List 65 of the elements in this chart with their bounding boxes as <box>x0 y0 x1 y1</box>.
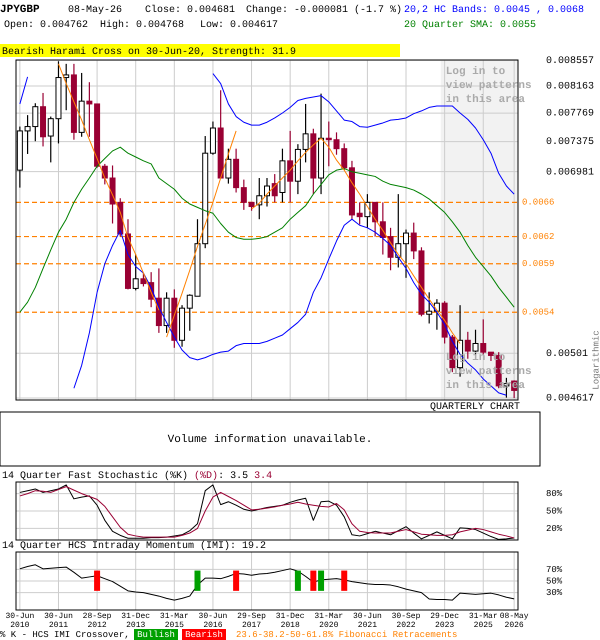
y-tick-label: 70% <box>546 564 563 575</box>
text: 3.4 <box>248 471 272 482</box>
y-tick-label: 50% <box>546 506 563 516</box>
candlestick <box>464 331 471 360</box>
text: Close: 0.004681 <box>145 4 236 16</box>
text: Logarithmic <box>591 330 600 390</box>
text: 20,2 HC Bands: 0.0045 , 0.0068 <box>404 4 584 16</box>
x-tick-label: 29-Dec 2023 <box>430 612 460 630</box>
ref-line-label: 0.0059 <box>522 259 554 270</box>
y-tick-label: 0.004617 <box>546 394 594 405</box>
legend-title: % K - HCS IMI Crossover, <box>0 630 130 640</box>
y-tick-label: 0.007769 <box>546 108 594 120</box>
series-label: (%K) <box>158 470 188 482</box>
y-tick-label: 20% <box>546 524 563 534</box>
candlestick <box>225 148 232 184</box>
candlestick <box>272 173 278 203</box>
candlestick <box>287 130 294 203</box>
text: 23.6-38.2-50-61.8% Fibonacci Retracements <box>236 630 458 640</box>
chart-title: JPYGBP <box>0 4 40 16</box>
x-tick-label: 31-Mar 2025 <box>468 612 498 630</box>
text: Bullish <box>137 630 175 640</box>
x-tick-label: 30-Jun 2010 <box>5 612 34 630</box>
x-tick-label: 31-Mar 2020 <box>314 612 344 630</box>
candlestick <box>132 254 139 291</box>
y-tick-label: 0.006981 <box>546 167 594 178</box>
x-tick-label: 29-Sep 2017 <box>237 612 266 630</box>
candlestick <box>426 292 432 324</box>
x-tick-label: 30-Sep 2022 <box>392 612 421 630</box>
chart-title: 14 Quarter Fast Stochastic <box>2 471 158 482</box>
candlestick <box>372 202 378 238</box>
text: Open: 0.004762 <box>4 20 88 31</box>
line-series <box>19 564 515 601</box>
ref-line-label: 0.0054 <box>522 308 554 318</box>
x-tick-label: 30-Jun 2021 <box>352 612 382 630</box>
y-tick-label: 0.008163 <box>546 82 594 93</box>
text: 08-May-26 <box>68 5 122 16</box>
y-tick-label: 0.007375 <box>546 137 594 148</box>
x-tick-label: 08-May 2026 <box>500 612 529 630</box>
candlestick <box>410 222 417 260</box>
series-label: (%D) <box>188 470 218 482</box>
text: : 3.5 <box>218 471 248 482</box>
candlestick <box>32 102 38 142</box>
y-tick-label: 30% <box>546 588 563 598</box>
text: High: 0.004768 <box>100 19 184 31</box>
y-tick-label: 80% <box>546 488 563 499</box>
text: Volume information unavailable. <box>168 434 372 446</box>
text: Bearish Harami Cross on 30-Jun-20, Strength: 31.9 <box>2 46 296 58</box>
text: QUARTERLY CHART <box>430 402 520 413</box>
x-tick-label: 31-Dec 2018 <box>276 612 305 630</box>
ref-line-label: 0.0066 <box>522 198 554 208</box>
ref-line-label: 0.0062 <box>522 232 554 242</box>
x-tick-label: 30-Jun 2016 <box>198 612 228 630</box>
x-tick-label: 31-Dec 2013 <box>121 612 150 630</box>
x-tick-label: 30-Jun 2011 <box>44 612 74 630</box>
y-tick-label: 50% <box>546 576 563 586</box>
y-tick-label: 0.00501 <box>546 348 588 360</box>
chart-title: 14 Quarter HCS Intraday Momentum (IMI): 19.2 <box>2 540 266 552</box>
x-tick-label: 28-Sep 2012 <box>82 612 112 630</box>
line-series <box>19 146 515 313</box>
x-tick-label: 31-Mar 2015 <box>160 612 189 630</box>
text: Bearish <box>185 630 223 640</box>
text: Low: 0.004617 <box>200 20 278 31</box>
text: 20 Quarter SMA: 0.0055 <box>404 20 536 31</box>
text: Change: -0.000081 (-1.7 %) <box>246 4 402 16</box>
y-tick-label: 0.008557 <box>546 56 594 67</box>
